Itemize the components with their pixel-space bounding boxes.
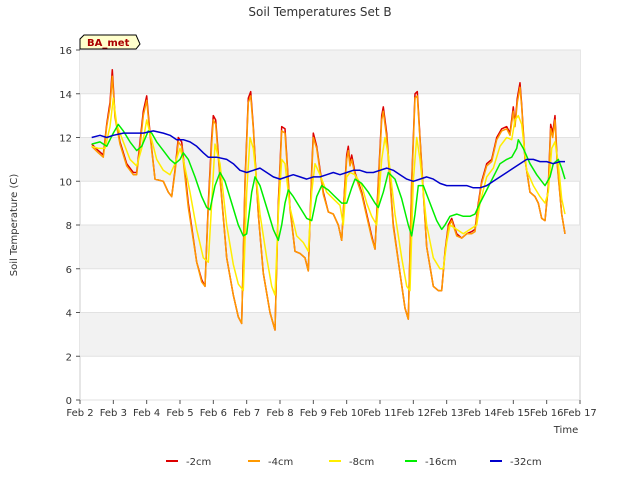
legend-label: -32cm xyxy=(510,457,542,468)
y-tick-label: 2 xyxy=(66,352,72,363)
badge: BA_met xyxy=(79,34,141,50)
y-tick-label: 16 xyxy=(59,46,72,57)
legend-label: -16cm xyxy=(425,457,457,468)
x-tick-label: Feb 12 xyxy=(397,408,431,419)
series-lines xyxy=(91,68,566,331)
x-axis-label: Time xyxy=(553,425,578,436)
x-tick-label: Feb 17 xyxy=(563,408,597,419)
x-tick-label: Feb 14 xyxy=(463,408,497,419)
y-tick-label: 12 xyxy=(59,134,72,145)
y-tick-label: 14 xyxy=(59,90,72,101)
legend-label: -8cm xyxy=(349,457,374,468)
background-band xyxy=(80,312,580,357)
x-tick-label: Feb 8 xyxy=(266,408,293,419)
x-tick-label: Feb 10 xyxy=(330,408,364,419)
series-line xyxy=(91,97,566,296)
badge-label: BA_met xyxy=(87,38,130,49)
y-axis-label: Soil Temperature (C) xyxy=(9,174,20,277)
x-tick-label: Feb 13 xyxy=(430,408,464,419)
legend-label: -4cm xyxy=(268,457,293,468)
x-tick-label: Feb 9 xyxy=(300,408,327,419)
background-band xyxy=(80,225,580,269)
series-line xyxy=(91,123,566,242)
chart-title: Soil Temperatures Set B xyxy=(248,5,391,19)
x-tick-label: Feb 3 xyxy=(100,408,127,419)
background-band xyxy=(80,50,580,94)
x-tick-label: Feb 11 xyxy=(363,408,397,419)
y-axis-ticks: 0 2 4 6 8 10 12 14 16 xyxy=(59,46,80,407)
y-tick-label: 4 xyxy=(66,309,72,320)
x-tick-label: Feb 4 xyxy=(133,408,160,419)
y-tick-label: 8 xyxy=(66,221,72,232)
legend: -2cm -4cm -8cm -16cm -32cm xyxy=(166,457,542,468)
x-tick-label: Feb 7 xyxy=(233,408,260,419)
legend-label: -2cm xyxy=(186,457,211,468)
y-tick-label: 0 xyxy=(66,396,72,407)
y-tick-label: 6 xyxy=(66,265,72,276)
series-line xyxy=(91,75,566,331)
x-tick-label: Feb 16 xyxy=(530,408,564,419)
y-tick-label: 10 xyxy=(59,177,72,188)
x-tick-label: Feb 5 xyxy=(166,408,193,419)
x-axis-ticks: Feb 2 Feb 3 Feb 4 Feb 5 Feb 6 Feb 7 Feb 8 Feb 9… xyxy=(66,400,597,419)
x-tick-label: Feb 15 xyxy=(497,408,531,419)
x-tick-label: Feb 6 xyxy=(200,408,227,419)
series-line xyxy=(91,130,565,189)
x-tick-label: Feb 2 xyxy=(66,408,93,419)
